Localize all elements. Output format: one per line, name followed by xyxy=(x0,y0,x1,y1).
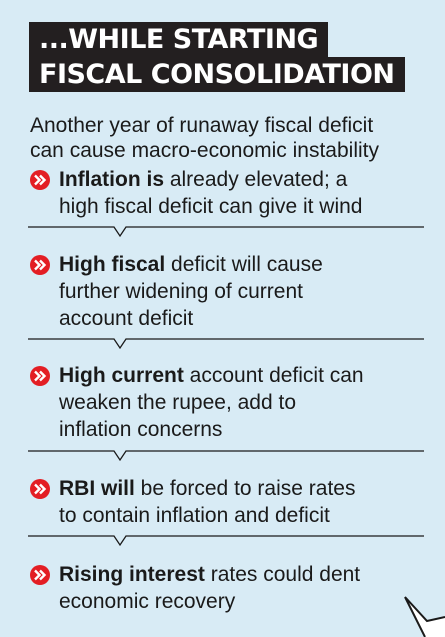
item-bold-lead: RBI will xyxy=(59,477,135,500)
double-chevron-right-icon xyxy=(30,479,50,499)
item-bold-lead: High fiscal xyxy=(59,253,166,276)
item-bold-lead: Inflation is xyxy=(59,168,164,191)
item-line: inflation concerns xyxy=(59,418,223,441)
double-chevron-right-icon xyxy=(30,366,50,386)
double-chevron-right-icon xyxy=(30,255,50,275)
title-line-2: FISCAL CONSOLIDATION xyxy=(29,57,405,92)
item-bold-lead: High current xyxy=(59,364,184,387)
item-line: weaken the rupee, add to xyxy=(59,391,297,414)
item-line: be forced to raise rates xyxy=(134,477,356,500)
title-line-1: ...WHILE STARTING xyxy=(29,22,329,57)
item-line: already elevated; a xyxy=(164,168,348,191)
item-line: account deficit xyxy=(59,307,194,330)
item-line: rates could dent xyxy=(204,563,361,586)
double-chevron-right-icon xyxy=(30,170,50,190)
speech-divider xyxy=(28,338,424,350)
intro-text: Another year of runaway fiscal deficit c… xyxy=(30,113,425,163)
list-item: Inflation is already elevated; a high fi… xyxy=(30,166,430,220)
item-line: economic recovery xyxy=(59,590,236,613)
item-line: high fiscal deficit can give it wind xyxy=(59,195,363,218)
list-item: RBI will be forced to raise rates to con… xyxy=(30,475,430,529)
title-block: ...WHILE STARTING FISCAL CONSOLIDATION xyxy=(29,22,405,92)
speech-divider xyxy=(28,535,424,547)
intro-line-2: can cause macro-economic instability xyxy=(30,139,379,162)
item-bold-lead: Rising interest xyxy=(59,563,205,586)
intro-line-1: Another year of runaway fiscal deficit xyxy=(30,114,374,137)
item-line: to contain inflation and deficit xyxy=(59,504,330,527)
item-text: RBI will be forced to raise rates to con… xyxy=(59,475,430,529)
list-item: High current account deficit can weaken … xyxy=(30,362,430,443)
item-line: further widening of current xyxy=(59,280,303,303)
speech-divider xyxy=(28,450,424,462)
item-line: deficit will cause xyxy=(165,253,323,276)
item-text: High fiscal deficit will cause further w… xyxy=(59,251,430,332)
item-line: account deficit can xyxy=(183,364,364,387)
item-text: Inflation is already elevated; a high fi… xyxy=(59,166,430,220)
double-chevron-right-icon xyxy=(30,565,50,585)
item-text: High current account deficit can weaken … xyxy=(59,362,430,443)
speech-bubble-tail-icon xyxy=(404,596,445,637)
list-item: Rising interest rates could dent economi… xyxy=(30,561,430,615)
list-item: High fiscal deficit will cause further w… xyxy=(30,251,430,332)
speech-divider xyxy=(28,226,424,238)
item-text: Rising interest rates could dent economi… xyxy=(59,561,430,615)
